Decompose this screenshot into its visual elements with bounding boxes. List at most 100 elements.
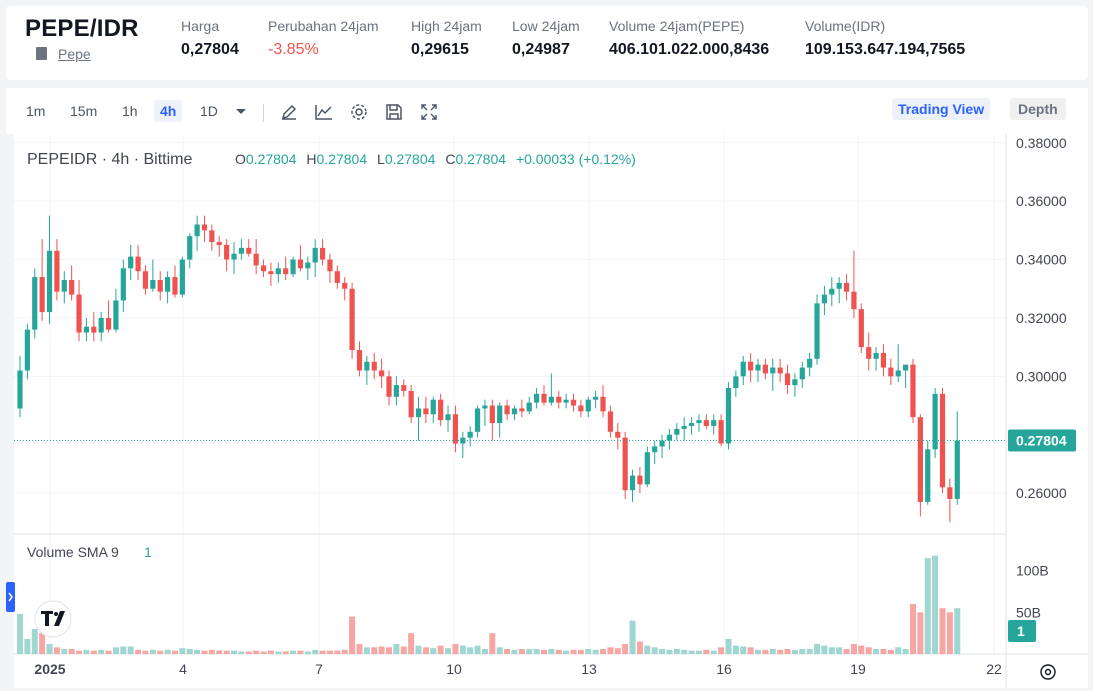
volume-legend-label: Volume SMA 9 <box>27 544 119 560</box>
stat-low: Low 24jam 0,24987 <box>512 18 580 59</box>
candle-body <box>504 405 510 415</box>
stat-value: -3.85% <box>268 41 319 58</box>
candle-body <box>91 326 97 333</box>
indicator-icon[interactable] <box>314 102 334 122</box>
candle-body <box>784 373 791 386</box>
volume-bar <box>422 647 429 654</box>
volume-bar <box>363 647 370 654</box>
sidebar-toggle-handle[interactable] <box>6 582 15 612</box>
candle-body <box>489 405 495 424</box>
volume-bar <box>710 650 717 654</box>
tab-4h[interactable]: 4h <box>154 100 183 122</box>
legend-l-label: L <box>377 151 385 167</box>
volume-bar <box>245 651 252 654</box>
volume-bar <box>718 647 725 654</box>
stat-volume-idr: Volume(IDR) 109.153.647.194,7565 <box>805 18 965 59</box>
candle-body <box>497 405 503 424</box>
chart-toolbar: 1m 15m 1h 4h 1D Trading View Depth <box>6 88 1088 134</box>
volume-bar <box>304 651 311 654</box>
volume-bar <box>518 649 525 654</box>
candle-body <box>681 425 687 429</box>
volume-bar <box>799 649 806 654</box>
chevron-down-icon[interactable] <box>235 108 247 116</box>
volume-bar <box>540 649 547 654</box>
time-axis-label: 10 <box>446 661 462 677</box>
candle-body <box>179 259 185 295</box>
volume-bar <box>548 649 555 654</box>
candle-body <box>799 367 805 380</box>
volume-bar <box>208 649 215 654</box>
coin-link[interactable]: Pepe <box>36 46 91 62</box>
volume-bar <box>695 650 702 654</box>
legend-symbol: PEPEIDR · 4h · Bittime <box>27 151 192 168</box>
candle-body <box>231 253 237 260</box>
trading-view-button[interactable]: Trading View <box>892 98 991 120</box>
volume-bar <box>895 647 902 654</box>
legend-change: +0.00033 (+0.12%) <box>516 151 636 167</box>
volume-bar <box>917 612 924 654</box>
volume-bar <box>341 649 348 654</box>
stat-label: High 24jam <box>411 18 482 34</box>
tradingview-logo-icon <box>34 600 72 638</box>
chart-settings-icon[interactable] <box>1040 664 1056 680</box>
volume-bar <box>437 645 444 654</box>
volume-bar <box>149 649 156 654</box>
volume-bar <box>489 633 496 654</box>
volume-bar <box>223 650 230 654</box>
candle-body <box>770 367 776 374</box>
candle-body <box>703 420 709 426</box>
candle-body <box>83 326 90 333</box>
candle-body <box>201 224 208 231</box>
candle-body <box>105 317 112 330</box>
volume-bar <box>452 644 459 654</box>
settings-icon[interactable] <box>349 102 369 122</box>
candle-body <box>253 253 259 266</box>
candle-body <box>290 259 296 275</box>
volume-bar <box>681 649 688 654</box>
volume-bar <box>644 645 651 654</box>
candle-body <box>696 420 702 424</box>
volume-bar <box>629 620 636 654</box>
candle-body <box>334 271 340 283</box>
candle-body <box>445 414 451 421</box>
candle-body <box>260 265 267 272</box>
candle-body <box>563 399 569 403</box>
fullscreen-icon[interactable] <box>419 102 439 122</box>
volume-bar <box>747 647 754 654</box>
volume-bar <box>762 649 769 654</box>
candle-body <box>843 282 850 292</box>
tab-1h[interactable]: 1h <box>122 103 138 119</box>
tab-1d[interactable]: 1D <box>200 103 218 119</box>
volume-bar <box>585 649 592 654</box>
volume-bar <box>253 650 260 654</box>
candle-body <box>903 364 909 371</box>
tab-1m[interactable]: 1m <box>26 103 46 119</box>
volume-bar <box>688 650 695 654</box>
drawing-icon[interactable] <box>279 102 299 122</box>
tab-15m[interactable]: 15m <box>70 103 98 119</box>
volume-bar <box>238 651 245 654</box>
volume-bar <box>814 644 821 654</box>
volume-bar <box>932 555 939 654</box>
volume-bar <box>850 644 857 654</box>
candle-body <box>297 259 304 269</box>
stat-value: 0,29615 <box>411 41 469 58</box>
price-axis-label: 0.36000 <box>1016 193 1067 209</box>
candlestick-chart[interactable]: 0.38000 0.36000 0.34000 0.32000 0.30000 0.260… <box>6 134 1088 688</box>
legend-open: 0.27804 <box>246 151 297 167</box>
depth-button[interactable]: Depth <box>1010 98 1066 120</box>
time-axis-label: 7 <box>315 661 323 677</box>
volume-bar <box>474 645 481 654</box>
volume-bar <box>319 650 326 654</box>
time-axis-label: 22 <box>986 661 1002 677</box>
volume-bar <box>171 650 178 654</box>
candle-body <box>688 423 695 426</box>
candle-body <box>17 370 23 409</box>
candle-body <box>371 361 377 371</box>
price-axis-label: 0.34000 <box>1016 252 1067 268</box>
volume-bar <box>127 646 134 654</box>
candle-body <box>467 431 473 438</box>
save-icon[interactable] <box>384 102 404 122</box>
candle-body <box>401 385 407 391</box>
candle-body <box>622 437 628 491</box>
